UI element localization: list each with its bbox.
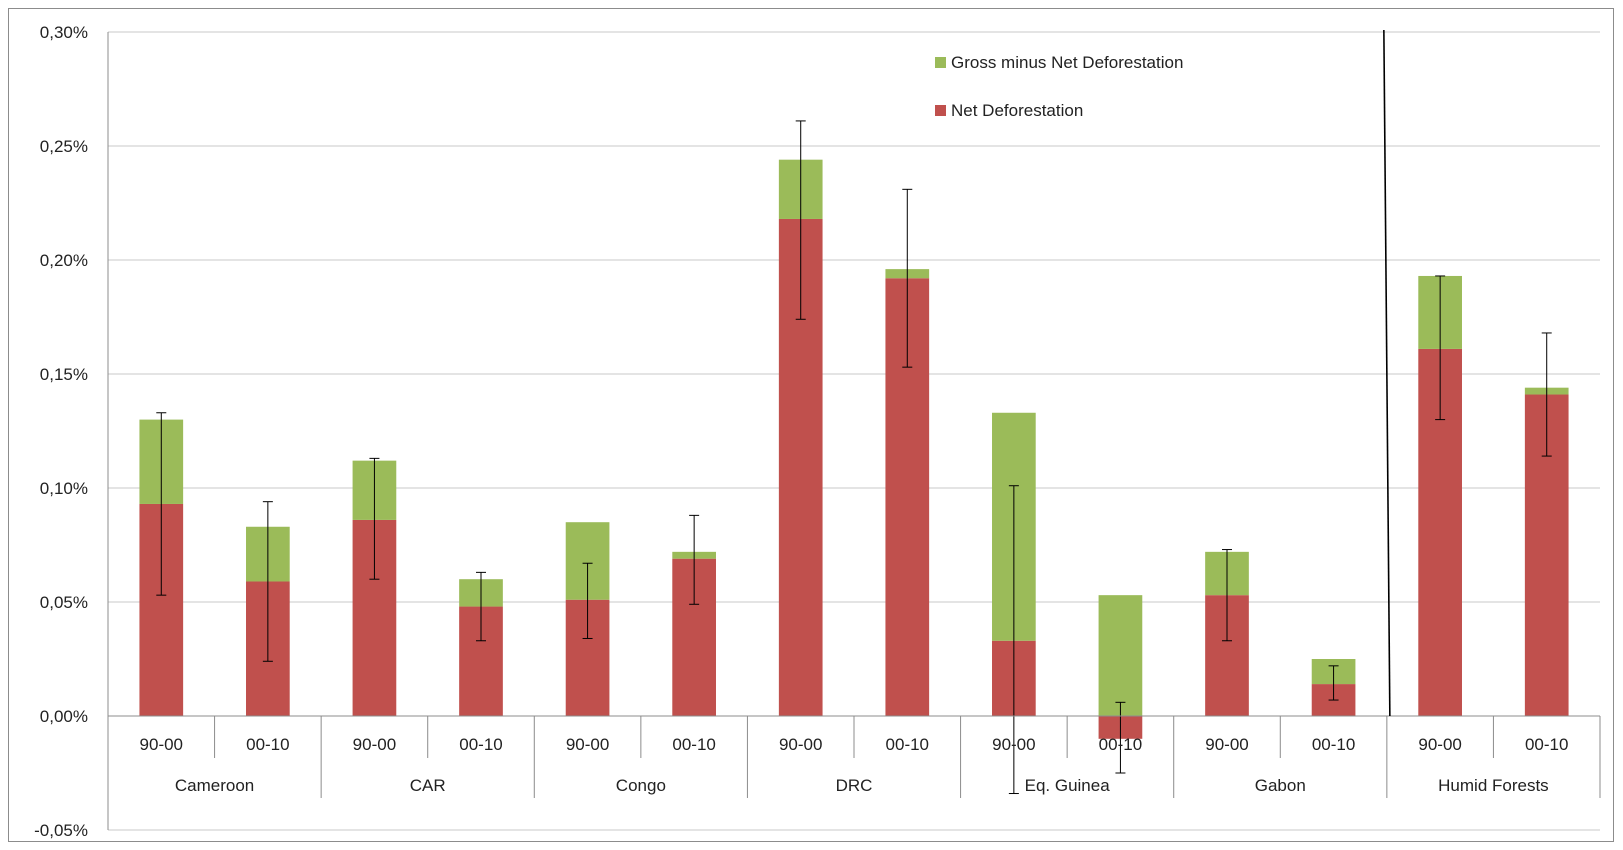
error-bar — [1541, 332, 1552, 457]
x-tick-label-period: 00-10 — [1312, 735, 1355, 754]
error-bar — [1435, 275, 1446, 421]
error-bar — [582, 562, 593, 639]
y-tick-label: -0,05% — [34, 821, 88, 840]
x-group-label: CAR — [410, 776, 446, 795]
x-tick-label-period: 00-10 — [1099, 735, 1142, 754]
x-tick-label-period: 00-10 — [886, 735, 929, 754]
error-bar — [369, 457, 380, 580]
x-tick-label-period: 00-10 — [459, 735, 502, 754]
legend-swatch-net — [935, 105, 946, 116]
x-axis: 90-00 00-10 90-00 00-10 90-00 00-10 90-00 00-10… — [107, 29, 1601, 798]
x-tick-label-period: 90-00 — [140, 735, 183, 754]
x-tick-label-period: 90-00 — [1205, 735, 1248, 754]
x-group-label: Gabon — [1255, 776, 1306, 795]
error-bar — [1008, 485, 1019, 795]
error-bar — [156, 412, 167, 596]
x-group-label: Cameroon — [175, 776, 254, 795]
x-group-label: Congo — [616, 776, 666, 795]
bar-gross-minus-net — [1098, 595, 1143, 716]
x-tick-label-period: 90-00 — [779, 735, 822, 754]
x-group-label: DRC — [836, 776, 873, 795]
y-tick-label: 0,20% — [40, 251, 88, 270]
group-separator-line — [1383, 29, 1391, 717]
error-bar — [902, 188, 913, 368]
error-bar — [689, 514, 700, 605]
x-tick-label-period: 00-10 — [1525, 735, 1568, 754]
x-tick-label-period: 00-10 — [246, 735, 289, 754]
error-bar — [476, 571, 486, 642]
y-tick-label: 0,10% — [40, 479, 88, 498]
y-tick-label: 0,05% — [40, 593, 88, 612]
legend-label-net: Net Deforestation — [951, 101, 1083, 120]
legend-label-gross-minus-net: Gross minus Net Deforestation — [951, 53, 1183, 72]
y-axis-tick-labels: -0,05% 0,00% 0,05% 0,10% 0,15% 0,20% 0,25% 0,30… — [34, 23, 88, 840]
x-tick-label-period: 90-00 — [992, 735, 1035, 754]
x-group-label: Humid Forests — [1438, 776, 1549, 795]
legend-swatch-gross-minus-net — [935, 57, 946, 68]
legend: Gross minus Net Deforestation Net Defore… — [935, 53, 1183, 120]
error-bar — [1222, 549, 1232, 642]
y-tick-label: 0,25% — [40, 137, 88, 156]
error-bar — [795, 120, 806, 320]
y-tick-label: 0,15% — [40, 365, 88, 384]
error-bar — [262, 501, 273, 662]
x-tick-label-period: 90-00 — [1418, 735, 1461, 754]
error-bars — [156, 120, 1552, 795]
y-tick-label: 0,30% — [40, 23, 88, 42]
x-tick-label-period: 00-10 — [672, 735, 715, 754]
gridlines — [107, 31, 1600, 831]
error-bar — [1115, 701, 1126, 774]
x-tick-label-period: 90-00 — [566, 735, 609, 754]
error-bar — [1328, 665, 1339, 701]
chart-frame — [8, 8, 1614, 842]
x-group-label: Eq. Guinea — [1025, 776, 1111, 795]
bars — [139, 159, 1569, 739]
x-tick-label-period: 90-00 — [353, 735, 396, 754]
y-tick-label: 0,00% — [40, 707, 88, 726]
